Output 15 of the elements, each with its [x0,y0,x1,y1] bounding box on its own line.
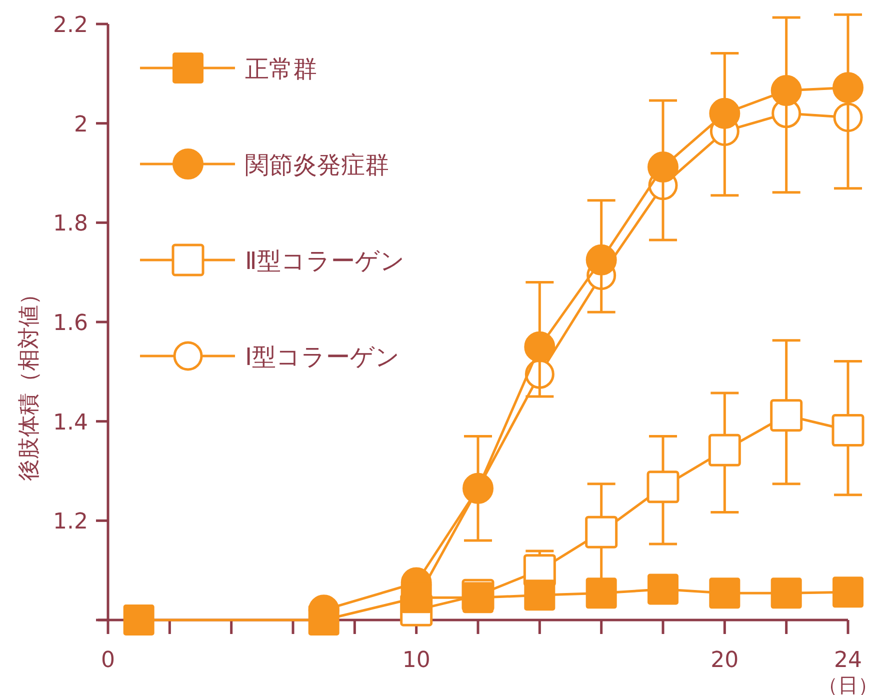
y-tick-label: 1.4 [53,410,88,436]
y-tick-label: 1.8 [53,212,88,237]
legend-label: Ⅱ型コラーゲン [245,247,405,275]
x-tick-label: 24 [834,648,862,673]
x-tick-label: 0 [101,648,115,673]
y-tick-label: 2 [74,112,88,138]
y-tick-label: 1.2 [53,510,88,535]
y-axis-title: 後肢体積（相対値） [17,283,42,481]
x-tick-label: 10 [402,648,430,673]
y-tick-label: 1.6 [53,311,88,336]
legend-label: Ⅰ型コラーゲン [245,343,400,371]
y-tick-label: 2.2 [53,13,88,38]
x-tick-label: 20 [710,648,739,673]
legend-label: 関節炎発症群 [245,151,389,179]
legend-label: 正常群 [245,55,317,83]
